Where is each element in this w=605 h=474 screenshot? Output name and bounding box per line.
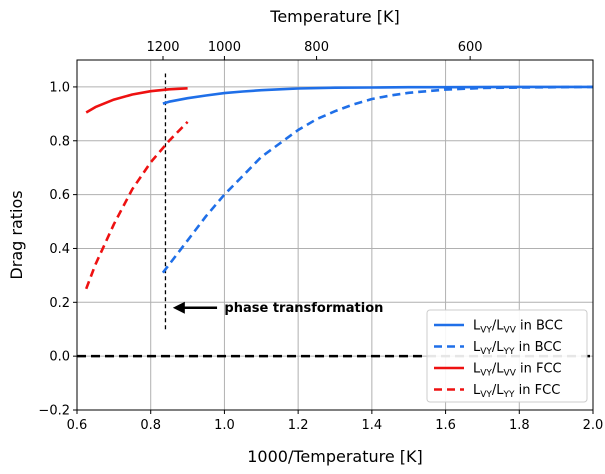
x-tick-label: 1.8 [509, 418, 530, 433]
y-tick-label: 1.0 [49, 80, 70, 95]
top-axis-title: Temperature [K] [269, 7, 399, 26]
annotation-text: phase transformation [224, 301, 383, 316]
top-tick-label: 1000 [208, 40, 241, 55]
y-tick-label: −0.2 [38, 404, 70, 419]
plot-frame [76, 59, 594, 411]
annotation: phase transformation [172, 301, 383, 316]
top-axis-ticks: 1200 1000 800 600 [146, 40, 483, 60]
y-tick-label: 0.6 [49, 188, 70, 203]
annotation-arrow-head [172, 301, 185, 314]
x-tick-label: 1.0 [214, 418, 235, 433]
series-line-3 [85, 87, 188, 114]
x-axis-title: 1000/Temperature [K] [247, 447, 423, 466]
y-axis-title: Drag ratios [7, 190, 26, 279]
series-lines [84, 85, 594, 290]
y-tick-label: 0.2 [49, 296, 70, 311]
x-tick-label: 0.8 [140, 418, 161, 433]
legend: LVY/LVV in BCC LVY/LYY in BCC LVY/LVV in F… [426, 309, 588, 403]
x-tick-label: 2.0 [583, 418, 604, 433]
x-tick-label: 0.6 [67, 418, 88, 433]
top-tick-label: 600 [458, 40, 483, 55]
x-tick-label: 1.2 [288, 418, 309, 433]
reference-lines [77, 73, 593, 358]
series-line-4 [84, 120, 189, 290]
top-tick-label: 1200 [146, 40, 179, 55]
legend-label-1: LVY/LVV in BCC [473, 319, 563, 336]
top-tick-label: 800 [304, 40, 329, 55]
y-tick-label: 0.4 [49, 242, 70, 257]
series-line-2 [161, 85, 594, 274]
legend-label-2: LVY/LYY in BCC [473, 340, 562, 357]
series-line-1 [162, 85, 593, 105]
legend-label-3: LVY/LVV in FCC [473, 362, 562, 379]
legend-box [426, 309, 588, 403]
y-tick-label: 0.8 [49, 134, 70, 149]
x-axis-ticks: 0.6 0.8 1.0 1.2 1.4 1.6 1.8 2.0 [67, 410, 604, 433]
grid [76, 60, 594, 411]
x-tick-label: 1.4 [362, 418, 383, 433]
y-axis-ticks: −0.2 0.0 0.2 0.4 0.6 0.8 1.0 [38, 80, 77, 419]
y-tick-label: 0.0 [49, 350, 70, 365]
x-tick-label: 1.6 [435, 418, 456, 433]
legend-label-4: LVY/LYY in FCC [473, 383, 560, 400]
